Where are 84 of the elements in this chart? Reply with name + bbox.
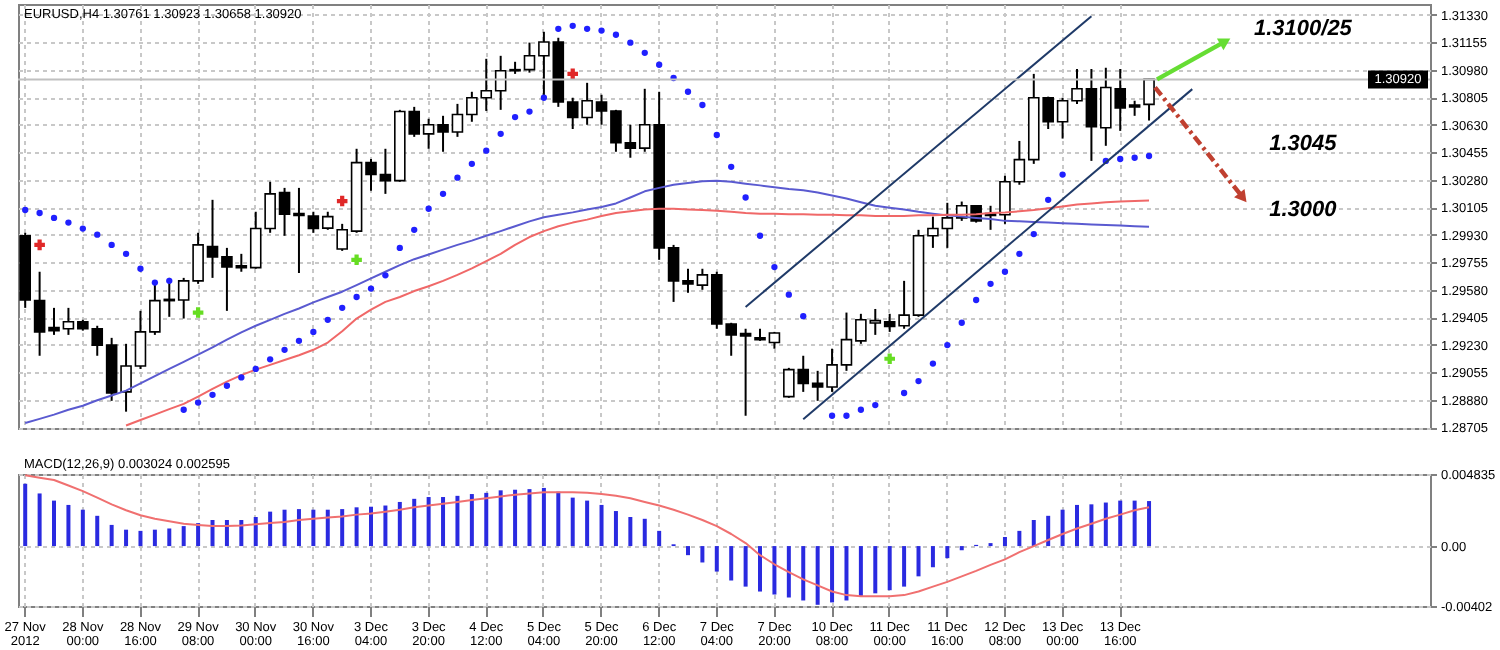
bar [830, 546, 835, 603]
bar [556, 491, 561, 547]
bar [181, 526, 186, 547]
bar [383, 505, 388, 547]
bar [1046, 515, 1051, 547]
bar [1002, 536, 1007, 547]
bar [66, 504, 71, 547]
bar [369, 506, 373, 547]
bar [772, 546, 777, 595]
bar [1147, 501, 1152, 547]
point [884, 353, 895, 365]
line-series [24, 179, 1151, 424]
bar [1103, 502, 1108, 547]
bar [441, 497, 446, 547]
bar [397, 501, 402, 547]
bar [758, 546, 763, 592]
bar [152, 529, 157, 547]
point [192, 307, 204, 318]
bar [844, 546, 849, 601]
point [34, 239, 45, 251]
bar [1132, 500, 1137, 547]
bar [714, 546, 719, 572]
bar [412, 498, 417, 547]
bar [282, 509, 287, 547]
bar [527, 489, 532, 547]
bar [124, 529, 129, 547]
bar [628, 517, 633, 547]
bar [1118, 500, 1123, 547]
bar [23, 483, 28, 547]
bar [743, 546, 748, 587]
bar [52, 500, 57, 547]
bar [109, 524, 114, 547]
bar [873, 546, 878, 594]
line-series [24, 474, 1151, 598]
bar [95, 515, 100, 547]
bar [786, 546, 791, 598]
bar [1017, 530, 1022, 547]
bar [887, 546, 892, 591]
bar [340, 509, 345, 547]
bar [585, 500, 590, 547]
bar [945, 546, 950, 559]
bar [916, 546, 921, 577]
bar [196, 523, 201, 547]
bar [253, 517, 258, 547]
bar [902, 546, 907, 587]
bar [801, 546, 806, 601]
point [351, 254, 362, 266]
bar [1031, 519, 1036, 547]
bar [80, 509, 85, 547]
bar [498, 490, 503, 547]
bar [239, 519, 244, 547]
bar [210, 519, 215, 547]
bar [930, 546, 935, 568]
bar [815, 546, 820, 605]
bar [1089, 504, 1094, 547]
bar [268, 511, 273, 547]
bar [167, 528, 172, 547]
bar [311, 509, 316, 547]
bar [513, 489, 518, 547]
bar [296, 509, 301, 547]
bar [570, 497, 575, 547]
bar [426, 497, 431, 547]
bar [354, 507, 359, 547]
bar [469, 494, 474, 547]
bar [685, 546, 690, 556]
bar [1075, 504, 1079, 547]
bar [613, 511, 618, 547]
annotation: 1.3045 [1269, 131, 1339, 156]
bar [599, 504, 604, 547]
bar [657, 530, 662, 547]
bar [729, 546, 734, 581]
bar [325, 509, 330, 547]
annotation: 1.3100/25 [1253, 17, 1354, 42]
bar [1060, 509, 1065, 547]
bar [224, 519, 229, 547]
bar [858, 546, 863, 597]
bar [455, 495, 460, 547]
bar [37, 493, 42, 547]
bar [642, 518, 647, 547]
bar [484, 492, 489, 547]
bar [138, 530, 143, 547]
annotation: 1.3000 [1269, 197, 1339, 222]
bar [700, 546, 705, 563]
bar [541, 487, 546, 547]
